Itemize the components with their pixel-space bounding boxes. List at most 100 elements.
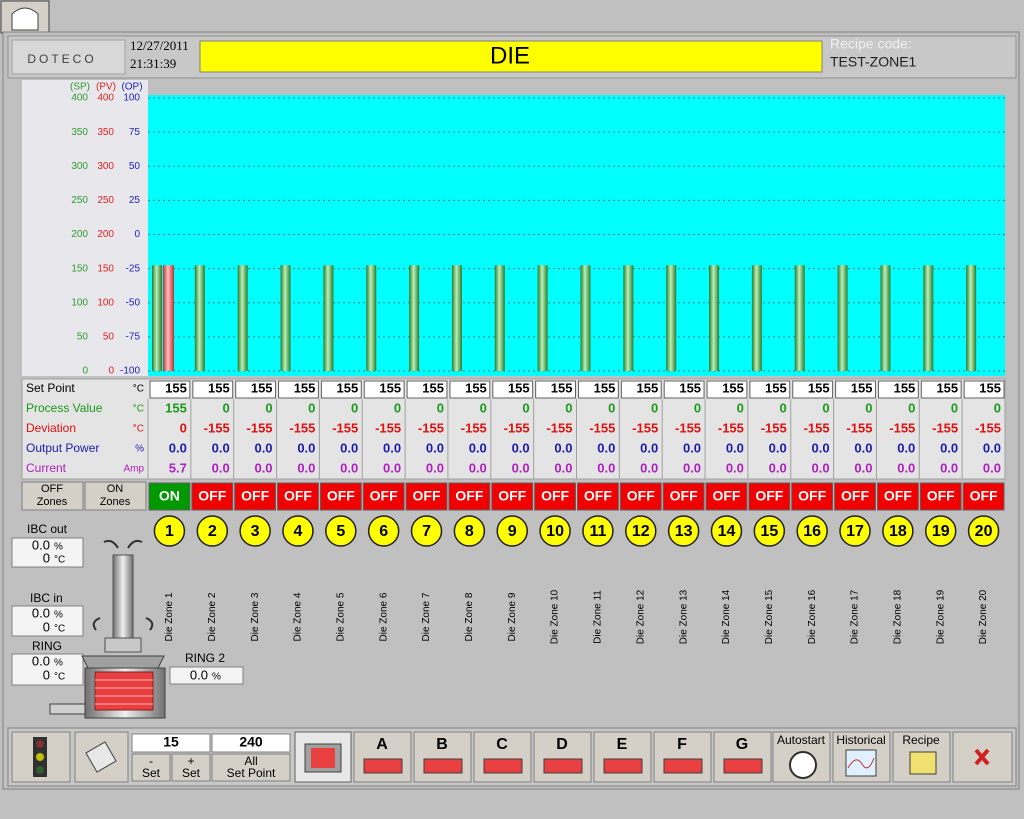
input-box[interactable] [131,733,211,753]
setpoint-input[interactable] [749,380,791,399]
zone-state-button[interactable] [834,482,876,511]
zone-state-button[interactable] [319,482,362,511]
setpoint-input[interactable] [320,380,362,399]
zone-state-button[interactable] [619,482,662,511]
cell-value: 0.0 [169,440,187,455]
op-tick-label: 0 [134,229,140,240]
cell-value: 0.0 [254,460,272,475]
zone-name: Die Zone 10 [550,589,561,644]
zone-state-button[interactable] [148,482,191,511]
zone-state-button[interactable] [876,482,919,511]
zone-state-button[interactable] [362,482,405,511]
cell-value: -155 [204,420,230,435]
setpoint-input[interactable] [192,380,234,399]
setpoint-input[interactable] [492,380,534,399]
heater-icon [663,758,703,774]
zone-state-button[interactable] [791,482,834,511]
minus-button[interactable] [131,753,171,782]
plus-button[interactable] [171,753,211,782]
setpoint-input[interactable] [449,380,491,399]
sp-tick-label: 350 [71,127,88,138]
group-button[interactable] [713,731,772,783]
setpoint-input[interactable] [235,380,277,399]
zone-state-button[interactable] [662,482,705,511]
zone-state-button[interactable] [705,482,748,511]
device-button[interactable] [74,731,129,783]
zones-button[interactable] [84,481,147,511]
die-button[interactable] [294,731,352,783]
setpoint-input[interactable] [278,380,319,399]
zone-state-button[interactable] [748,482,791,511]
zone-state-button[interactable] [405,482,448,511]
readout-unit: % [54,542,63,553]
cell-value: 5.7 [169,460,187,475]
zone-number: 14 [718,523,736,540]
zone-state-button[interactable] [191,482,234,511]
tab-icon[interactable] [0,0,50,34]
setpoint-input[interactable] [877,380,919,399]
group-button[interactable] [353,731,412,783]
traffic-light-button[interactable] [11,731,71,783]
cell-value: 0.0 [897,460,915,475]
cell-value: 0 [780,400,787,415]
group-button[interactable] [533,731,592,783]
cell-value: 155 [979,380,1001,395]
op-tick-label: 75 [129,127,141,138]
zone-state: OFF [927,488,955,504]
setpoint-input[interactable] [620,380,662,399]
setpoint-input[interactable] [535,380,577,399]
sp-tick-label: 150 [71,263,88,274]
readout-unit: % [54,658,63,669]
setpoint-input[interactable] [406,380,448,399]
close-button[interactable] [952,731,1013,783]
zone-badge [625,515,657,547]
sp-tick-label: 0 [82,366,88,377]
cell-value: 0.0 [554,440,572,455]
setpoint-bar [666,265,677,371]
zone-badge [196,515,229,547]
zone-state-button[interactable] [448,482,491,511]
row-unit: °C [133,404,144,415]
setpoint-input[interactable] [920,380,962,399]
zone-name: Die Zone 20 [978,589,989,644]
group-button[interactable] [413,731,472,783]
cell-value: -155 [804,420,830,435]
setpoint-input[interactable] [663,380,705,399]
group-button[interactable] [593,731,652,783]
readout-box [11,537,84,568]
heater-icon [363,758,403,774]
cell-value: 0.0 [340,440,358,455]
sp-tick-label: 50 [77,332,89,343]
zone-name: Die Zone 17 [850,589,861,644]
readout-value: 0.0 [32,653,50,668]
zone-state-button[interactable] [919,482,962,511]
zone-state-button[interactable] [534,482,577,511]
readout-unit: °C [54,624,65,635]
setpoint-input[interactable] [963,380,1005,399]
cell-value: 155 [765,380,787,395]
cell-value: 155 [251,380,273,395]
all-button[interactable] [211,753,291,782]
readout-box [169,666,244,685]
setpoint-input[interactable] [149,380,191,399]
input-box[interactable] [211,733,291,753]
setpoint-input[interactable] [792,380,834,399]
button-label: Zones [37,496,68,508]
setpoint-input[interactable] [578,380,619,399]
group-button[interactable] [473,731,532,783]
zone-state-button[interactable] [577,482,619,511]
zone-number: 19 [932,523,950,540]
zone-state-button[interactable] [234,482,277,511]
zone-state-button[interactable] [491,482,534,511]
zone-state-button[interactable] [962,482,1005,511]
zone-badge [753,515,786,547]
shape [847,757,875,769]
op-tick-label: 50 [129,161,141,172]
zone-state-button[interactable] [277,482,319,511]
button-label: Autostart [777,733,826,747]
setpoint-input[interactable] [706,380,748,399]
setpoint-input[interactable] [363,380,405,399]
zones-button[interactable] [21,481,84,511]
group-button[interactable] [653,731,712,783]
setpoint-input[interactable] [835,380,876,399]
